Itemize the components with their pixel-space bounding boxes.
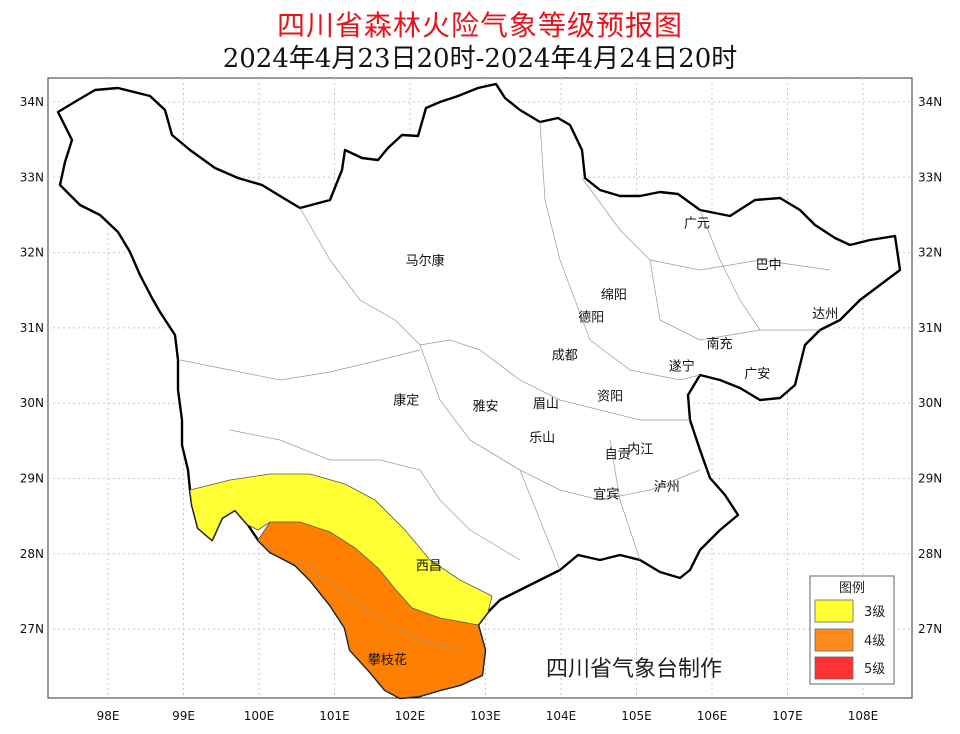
city-label: 宜宾 bbox=[593, 487, 619, 503]
lat-tick-label-left: 32N bbox=[20, 246, 44, 260]
lon-tick-label: 101E bbox=[319, 709, 350, 723]
lat-tick-label-left: 28N bbox=[20, 547, 44, 561]
lat-tick-label-left: 29N bbox=[20, 472, 44, 486]
map-title: 四川省森林火险气象等级预报图 bbox=[276, 9, 683, 42]
axis-ticks: 98E 99E 100E 101E 102E 103E 104E 105E 106E 107E 10… bbox=[20, 95, 943, 723]
legend-swatch-level5 bbox=[814, 656, 854, 680]
city-label: 雅安 bbox=[472, 399, 498, 414]
city-label: 绵阳 bbox=[601, 288, 627, 303]
lat-tick-label-left: 31N bbox=[20, 321, 44, 335]
lat-tick-label-right: 30N bbox=[918, 396, 942, 410]
map-subtitle: 2024年4月23日20时-2024年4月24日20时 bbox=[222, 44, 738, 74]
lon-tick-label: 102E bbox=[395, 709, 426, 723]
lon-tick-label: 107E bbox=[772, 709, 803, 723]
legend-label-level5: 5级 bbox=[864, 662, 885, 677]
city-label: 眉山 bbox=[533, 397, 559, 412]
lon-tick-label: 99E bbox=[172, 709, 195, 723]
lat-tick-label-left: 33N bbox=[20, 170, 44, 184]
lat-tick-label-right: 28N bbox=[918, 547, 942, 561]
legend-title: 图例 bbox=[839, 581, 865, 596]
lat-tick-label-right: 29N bbox=[918, 472, 942, 486]
city-label: 广元 bbox=[684, 216, 710, 231]
city-label: 西昌 bbox=[416, 559, 442, 574]
city-label: 内江 bbox=[627, 441, 653, 457]
city-label: 遂宁 bbox=[669, 359, 695, 375]
city-label: 广安 bbox=[744, 367, 770, 382]
city-label: 马尔康 bbox=[406, 253, 445, 269]
city-label: 自贡 bbox=[605, 448, 631, 463]
city-label: 德阳 bbox=[578, 311, 604, 326]
legend-swatch-level4 bbox=[814, 628, 854, 652]
lon-tick-label: 105E bbox=[621, 709, 652, 723]
lat-tick-label-right: 32N bbox=[918, 246, 942, 260]
lon-tick-label: 104E bbox=[546, 709, 577, 723]
fire-risk-zone-level4 bbox=[257, 521, 486, 699]
city-label: 泸州 bbox=[654, 480, 680, 495]
lat-tick-label-left: 27N bbox=[20, 622, 44, 636]
legend-swatch-level3 bbox=[814, 599, 854, 623]
lat-tick-label-right: 34N bbox=[918, 95, 942, 109]
city-label: 资阳 bbox=[597, 390, 623, 405]
legend-label-level4: 4级 bbox=[864, 634, 885, 649]
lon-tick-label: 100E bbox=[244, 709, 275, 723]
city-label: 乐山 bbox=[529, 431, 555, 446]
producer-credit: 四川省气象台制作 bbox=[546, 657, 722, 682]
lat-tick-label-left: 34N bbox=[20, 95, 44, 109]
city-label: 成都 bbox=[552, 348, 578, 363]
lon-tick-label: 103E bbox=[470, 709, 501, 723]
lat-tick-label-right: 33N bbox=[918, 170, 942, 184]
city-label: 攀枝花 bbox=[368, 652, 407, 668]
lon-tick-label: 98E bbox=[97, 709, 120, 723]
city-label: 达州 bbox=[812, 307, 838, 322]
lat-tick-label-right: 31N bbox=[918, 321, 942, 335]
lat-tick-label-left: 30N bbox=[20, 396, 44, 410]
lon-tick-label: 106E bbox=[697, 709, 728, 723]
prefecture-boundaries bbox=[179, 121, 831, 651]
city-label: 南充 bbox=[707, 336, 733, 352]
city-label: 巴中 bbox=[756, 258, 782, 273]
legend-label-level3: 3级 bbox=[864, 605, 885, 620]
lat-tick-label-right: 27N bbox=[918, 622, 942, 636]
lon-tick-label: 108E bbox=[848, 709, 879, 723]
city-label: 康定 bbox=[393, 392, 419, 408]
legend: 图例 3级 4级 5级 bbox=[809, 575, 895, 685]
